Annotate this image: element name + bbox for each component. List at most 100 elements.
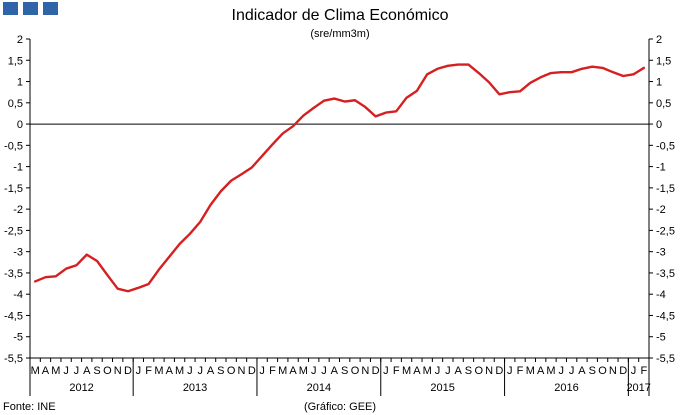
y-tick-label-left: -5,5 — [4, 353, 23, 365]
x-month-label: S — [217, 365, 224, 377]
series-group — [33, 63, 646, 293]
logo-square — [3, 2, 18, 15]
y-tick-label-right: -1 — [656, 162, 666, 174]
x-month-label: M — [51, 365, 60, 377]
x-month-label: J — [74, 365, 80, 377]
x-month-label: J — [63, 365, 69, 377]
x-month-label: F — [640, 365, 647, 377]
y-tick-label-right: -0,5 — [656, 140, 675, 152]
y-tick-label-left: -4 — [13, 289, 23, 301]
axes-group: -5,5 -5,5 -5 -5 -4,5 -4,5 -4 -4 -3,5 -3,5 -3 -3 -2,5… — [4, 34, 675, 396]
x-month-label: J — [321, 365, 327, 377]
y-tick-label-right: -2 — [656, 204, 666, 216]
x-month-label: D — [372, 365, 380, 377]
x-month-label: J — [559, 365, 565, 377]
x-month-label: A — [207, 365, 215, 377]
x-month-label: N — [485, 365, 493, 377]
x-month-label: A — [289, 365, 297, 377]
x-month-label: O — [474, 365, 483, 377]
x-month-label: A — [454, 365, 462, 377]
y-tick-label-right: 2 — [656, 34, 662, 46]
y-tick-label-left: 1,5 — [8, 55, 23, 67]
y-tick-label-right: -2,5 — [656, 225, 675, 237]
x-month-label: S — [341, 365, 348, 377]
y-tick-label-left: 0,5 — [8, 98, 23, 110]
x-month-label: O — [598, 365, 607, 377]
y-tick-label-right: -4,5 — [656, 310, 675, 322]
y-tick-label-right: 0 — [656, 119, 662, 131]
x-month-label: J — [435, 365, 441, 377]
x-month-label: F — [145, 365, 152, 377]
x-year-label: 2017 — [626, 382, 650, 394]
x-month-label: J — [197, 365, 203, 377]
y-tick-label-left: -2 — [13, 204, 23, 216]
y-tick-label-right: -5 — [656, 332, 666, 344]
y-tick-label-left: 0 — [17, 119, 23, 131]
x-year-label: 2016 — [554, 382, 578, 394]
x-month-label: J — [383, 365, 389, 377]
x-month-label: M — [546, 365, 555, 377]
x-month-label: F — [269, 365, 276, 377]
x-month-label: J — [187, 365, 193, 377]
x-month-label: A — [331, 365, 339, 377]
x-month-label: A — [578, 365, 586, 377]
x-month-label: O — [351, 365, 360, 377]
x-month-label: J — [445, 365, 451, 377]
x-month-label: J — [569, 365, 575, 377]
x-month-label: N — [609, 365, 617, 377]
y-tick-label-right: -5,5 — [656, 353, 675, 365]
x-month-label: N — [361, 365, 369, 377]
x-year-label: 2012 — [69, 382, 93, 394]
logo-square — [23, 2, 38, 15]
y-tick-label-right: 1 — [656, 77, 662, 89]
series-line — [33, 63, 646, 293]
x-month-label: M — [175, 365, 184, 377]
y-tick-label-left: 1 — [17, 77, 23, 89]
x-month-label: M — [154, 365, 163, 377]
x-year-label: 2013 — [183, 382, 207, 394]
x-month-label: A — [42, 365, 50, 377]
y-tick-label-left: -5 — [13, 332, 23, 344]
y-tick-label-right: 1,5 — [656, 55, 671, 67]
x-month-label: J — [311, 365, 317, 377]
y-tick-label-left: -1,5 — [4, 183, 23, 195]
y-tick-label-left: -3,5 — [4, 268, 23, 280]
x-month-label: D — [124, 365, 132, 377]
x-month-label: J — [631, 365, 637, 377]
source-note: Fonte: INE — [3, 401, 56, 413]
x-month-label: M — [423, 365, 432, 377]
x-month-label: M — [299, 365, 308, 377]
chart-title: Indicador de Clima Económico — [231, 7, 449, 24]
y-tick-label-left: -0,5 — [4, 140, 23, 152]
x-month-label: J — [136, 365, 142, 377]
x-month-label: O — [103, 365, 112, 377]
y-tick-label-left: 2 — [17, 34, 23, 46]
y-tick-label-right: -3,5 — [656, 268, 675, 280]
x-year-label: 2015 — [430, 382, 454, 394]
y-tick-label-right: 0,5 — [656, 98, 671, 110]
y-tick-label-right: -1,5 — [656, 183, 675, 195]
x-month-label: D — [619, 365, 627, 377]
x-month-label: M — [278, 365, 287, 377]
logo-square — [43, 2, 58, 15]
x-month-label: N — [114, 365, 122, 377]
x-month-label: M — [402, 365, 411, 377]
y-tick-label-left: -3 — [13, 247, 23, 259]
x-month-label: D — [248, 365, 256, 377]
x-month-label: J — [259, 365, 265, 377]
x-month-label: F — [517, 365, 524, 377]
x-month-label: A — [413, 365, 421, 377]
y-tick-label-left: -4,5 — [4, 310, 23, 322]
x-month-label: N — [238, 365, 246, 377]
x-month-label: A — [83, 365, 91, 377]
x-month-label: A — [166, 365, 174, 377]
credit-note: (Gráfico: GEE) — [303, 401, 377, 413]
chart-subtitle: (sre/mm3m) — [310, 28, 370, 40]
x-month-label: S — [93, 365, 100, 377]
x-month-label: M — [31, 365, 40, 377]
x-month-label: M — [526, 365, 535, 377]
x-month-label: D — [495, 365, 503, 377]
y-tick-label-right: -3 — [656, 247, 666, 259]
x-month-label: J — [507, 365, 513, 377]
